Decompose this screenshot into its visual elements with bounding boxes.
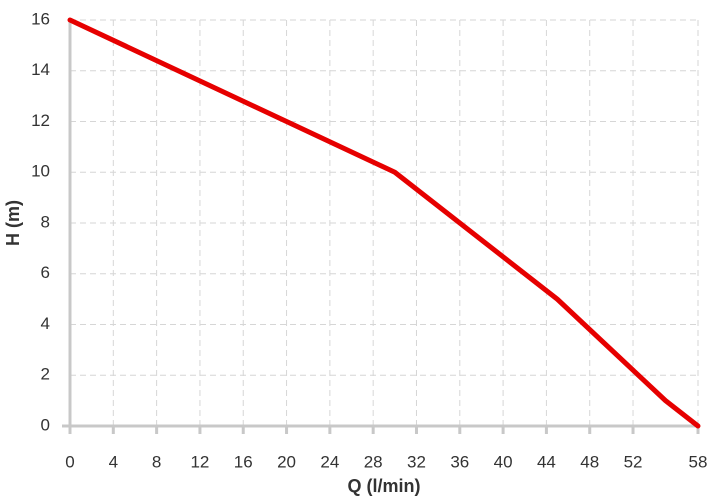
x-tick-label: 48 [580,452,599,471]
y-tick-label: 6 [41,263,50,282]
y-tick-label: 16 [31,9,50,28]
x-tick-label: 44 [537,452,556,471]
x-tick-label: 16 [234,452,253,471]
y-tick-label: 10 [31,162,50,181]
y-tick-label: 12 [31,111,50,130]
x-tick-label: 52 [624,452,643,471]
x-tick-label: 40 [494,452,513,471]
y-tick-label: 2 [41,365,50,384]
x-tick-label: 4 [109,452,118,471]
y-axis-label: H (m) [3,200,23,246]
y-tick-label: 0 [41,415,50,434]
x-tick-label: 0 [65,452,74,471]
x-tick-label: 12 [190,452,209,471]
y-tick-label: 14 [31,60,50,79]
x-tick-label: 58 [689,452,708,471]
x-tick-label: 8 [152,452,161,471]
x-tick-label: 36 [450,452,469,471]
x-axis-label: Q (l/min) [348,476,421,496]
series-line [67,17,701,429]
y-tick-label: 4 [41,314,50,333]
x-tick-label: 28 [364,452,383,471]
x-tick-label: 20 [277,452,296,471]
x-tick-label: 32 [407,452,426,471]
y-tick-label: 8 [41,212,50,231]
x-tick-label: 24 [320,452,339,471]
